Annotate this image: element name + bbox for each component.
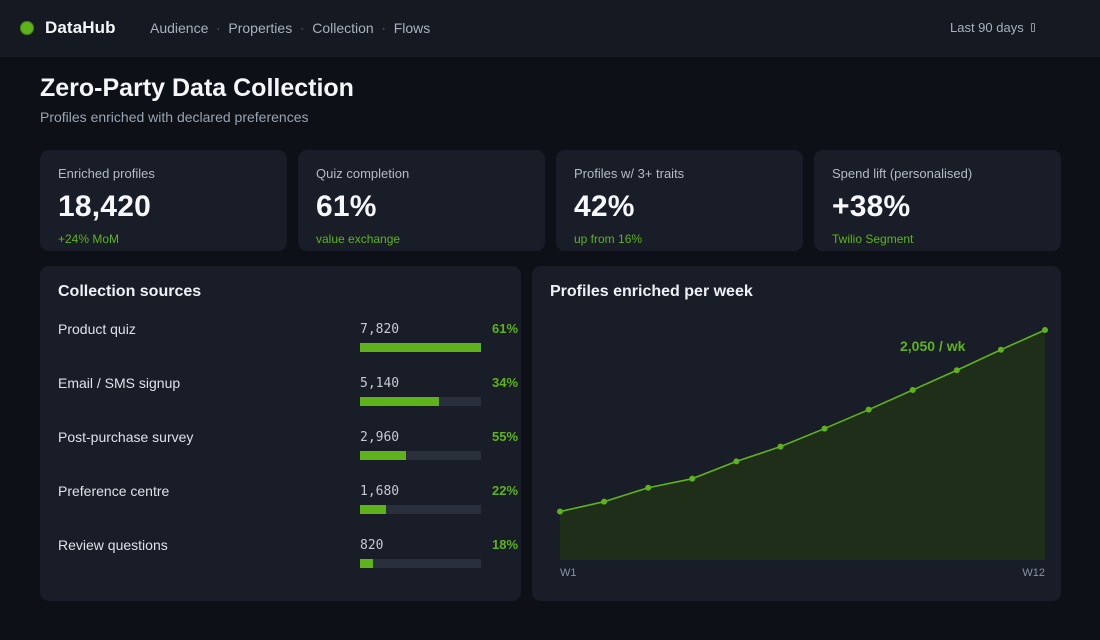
source-percent: 22% — [492, 483, 519, 498]
chart-point-w12[interactable] — [1042, 327, 1048, 333]
date-range-label: Last 90 days — [950, 20, 1024, 35]
kpi-value: 18,420 — [58, 190, 151, 223]
source-bar-fill — [360, 505, 386, 514]
nav-separator: · — [300, 21, 305, 35]
source-bar-track — [360, 397, 481, 406]
dropdown-icon — [1030, 23, 1035, 32]
logo-dot-icon — [20, 21, 34, 35]
nav-item-collection[interactable]: Collection — [312, 20, 374, 36]
kpi-value: +38% — [832, 190, 911, 223]
nav-item-audience[interactable]: Audience — [150, 20, 209, 36]
page-subtitle: Profiles enriched with declared preferen… — [40, 109, 309, 125]
kpi-note: up from 16% — [574, 232, 643, 246]
kpi-card-quiz-completion: Quiz completion 61% value exchange — [298, 150, 545, 251]
page-title: Zero-Party Data Collection — [40, 74, 354, 102]
kpi-label: Profiles w/ 3+ traits — [574, 166, 685, 181]
kpi-value: 42% — [574, 190, 635, 223]
source-bar-track — [360, 559, 481, 568]
source-row-product-quiz[interactable]: Product quiz 7,820 61% — [58, 321, 520, 375]
source-bar-fill — [360, 343, 481, 352]
source-row-post-purchase-survey[interactable]: Post-purchase survey 2,960 55% — [58, 429, 520, 483]
source-count: 2,960 — [360, 430, 400, 445]
source-bar-track — [360, 451, 481, 460]
source-bar-fill — [360, 451, 406, 460]
weekly-enrichment-chart: 2,050 / wk W1 W12 — [557, 327, 1048, 579]
x-tick-label: W12 — [1022, 567, 1045, 579]
kpi-value: 61% — [316, 190, 377, 223]
kpi-note: Twilio Segment — [832, 232, 914, 246]
chart-annotation: 2,050 / wk — [900, 338, 966, 354]
source-name: Post-purchase survey — [58, 429, 194, 445]
kpi-note: +24% MoM — [58, 232, 120, 246]
chart-title: Profiles enriched per week — [550, 283, 753, 300]
source-bar-fill — [360, 559, 373, 568]
main-nav: Audience · Properties · Collection · Flo… — [150, 20, 430, 36]
kpi-label: Spend lift (personalised) — [832, 166, 973, 181]
nav-separator: · — [381, 21, 386, 35]
kpi-note: value exchange — [316, 232, 401, 246]
source-count: 5,140 — [360, 376, 400, 391]
source-name: Email / SMS signup — [58, 375, 181, 391]
weekly-enrichment-panel: Profiles enriched per week 2,050 / wk W1 W… — [532, 266, 1061, 601]
brand[interactable]: DataHub — [20, 18, 116, 38]
source-bar-track — [360, 505, 481, 514]
source-name: Review questions — [58, 537, 168, 553]
app-name: DataHub — [45, 18, 116, 37]
source-count: 7,820 — [360, 322, 400, 337]
kpi-card-profiles-3-traits: Profiles w/ 3+ traits 42% up from 16% — [556, 150, 803, 251]
chart-point-w4[interactable] — [689, 475, 696, 482]
kpi-label: Enriched profiles — [58, 166, 155, 181]
chart-point-w5[interactable] — [733, 458, 740, 465]
source-bar-track — [360, 343, 481, 352]
source-count: 820 — [360, 538, 384, 553]
source-percent: 61% — [492, 321, 519, 336]
chart-point-w1[interactable] — [557, 508, 563, 515]
x-tick-label: W1 — [560, 567, 577, 579]
top-bar: DataHub Audience · Properties · Collecti… — [0, 0, 1100, 57]
nav-separator: · — [216, 21, 221, 35]
panel-title: Collection sources — [58, 283, 202, 300]
kpi-label: Quiz completion — [316, 166, 410, 181]
kpi-card-spend-lift: Spend lift (personalised) +38% Twilio Se… — [814, 150, 1061, 251]
source-percent: 18% — [492, 537, 519, 552]
nav-item-properties[interactable]: Properties — [228, 20, 293, 36]
source-name: Product quiz — [58, 321, 136, 337]
source-name: Preference centre — [58, 483, 170, 499]
source-percent: 55% — [492, 429, 519, 444]
source-row-email-sms[interactable]: Email / SMS signup 5,140 34% — [58, 375, 520, 429]
source-row-preference-centre[interactable]: Preference centre 1,680 22% — [58, 483, 520, 537]
chart-point-w6[interactable] — [777, 443, 784, 450]
nav-item-flows[interactable]: Flows — [393, 20, 431, 36]
chart-point-w11[interactable] — [997, 346, 1004, 353]
chart-point-w3[interactable] — [645, 484, 652, 491]
date-range-selector[interactable]: Last 90 days — [950, 20, 1035, 35]
source-count: 1,680 — [360, 484, 400, 499]
chart-series-line — [559, 329, 1046, 513]
chart-point-w10[interactable] — [953, 367, 960, 374]
collection-sources-panel: Collection sources Product quiz 7,820 61… — [40, 266, 521, 601]
chart-point-w8[interactable] — [865, 406, 872, 413]
chart-point-w2[interactable] — [601, 498, 608, 505]
source-bar-fill — [360, 397, 440, 406]
chart-area — [560, 330, 1045, 560]
source-percent: 34% — [492, 375, 519, 390]
chart-point-w9[interactable] — [909, 386, 916, 393]
chart-point-w7[interactable] — [821, 425, 828, 432]
source-row-review-questions[interactable]: Review questions 820 18% — [58, 537, 520, 591]
kpi-card-enriched-profiles: Enriched profiles 18,420 +24% MoM — [40, 150, 287, 251]
